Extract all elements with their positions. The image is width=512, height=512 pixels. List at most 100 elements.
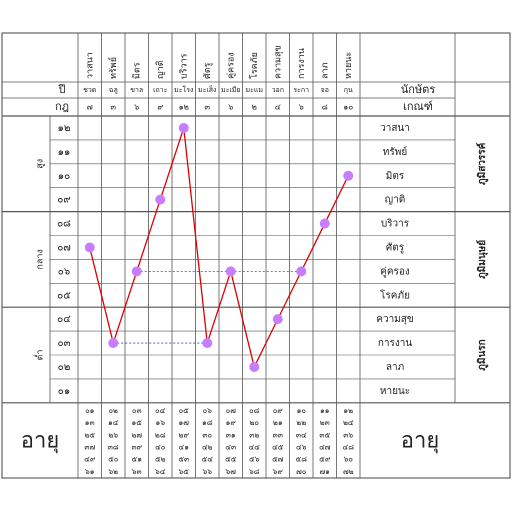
column-header-label: ลาภ (320, 62, 330, 79)
age-cell: ๑๘ (202, 418, 213, 427)
age-cell: ๓๙ (131, 443, 142, 452)
age-cell: ๒๓ (320, 418, 330, 427)
row-label-right: ญาติ (385, 195, 406, 206)
zone-right-label: ภูมิสวรรค์ (476, 142, 489, 185)
row-label-right: ศัตรู (386, 242, 405, 253)
y-level-label: ๐๑ (58, 386, 70, 397)
y-level-label: ๐๘ (57, 219, 71, 230)
age-cell: ๓๒ (249, 430, 259, 439)
age-cell: ๓๑ (226, 430, 236, 439)
age-cell: ๒๑ (273, 418, 283, 427)
zodiac-year-label: จอ (321, 86, 329, 94)
series-line (89, 127, 349, 369)
y-level-label: ๑๑ (58, 147, 71, 158)
age-cell: ๑๐ (297, 406, 307, 415)
age-cell: ๐๗ (226, 406, 237, 415)
age-cell: ๖๔ (155, 467, 166, 476)
row-label-right: มิตร (386, 171, 405, 182)
y-level-label: ๐๓ (58, 338, 71, 349)
age-cell: ๖๓ (132, 467, 142, 476)
age-cell: ๗๐ (296, 467, 307, 476)
age-cell: ๐๔ (155, 406, 166, 415)
age-cell: ๕๔ (202, 455, 214, 464)
age-cell: ๑๖ (155, 418, 165, 427)
year-value-label: ๑๐ (343, 103, 353, 112)
row-label-right: ทรัพย์ (383, 146, 407, 158)
age-cell: ๐๙ (273, 406, 284, 415)
data-point (108, 338, 119, 349)
age-cell: ๕๑ (132, 455, 143, 464)
data-point (202, 338, 213, 349)
age-cell: ๔๔ (249, 443, 261, 452)
age-cell: ๔๗ (319, 443, 331, 452)
age-cell: ๐๓ (132, 406, 142, 415)
age-cell: ๕๘ (296, 455, 308, 464)
age-cell: ๒๗ (131, 430, 142, 439)
age-cell: ๔๕ (272, 443, 284, 452)
age-cell: ๖๗ (226, 467, 237, 476)
data-point (249, 361, 260, 372)
year-value-label: ๔ (275, 103, 281, 112)
row-label-right: ความสุข (376, 314, 413, 325)
zodiac-year-label: เถาะ (153, 86, 168, 94)
header-right-label: เกณฑ์ (403, 100, 433, 113)
age-cell: ๒๘ (155, 430, 166, 439)
age-cell: ๖๒ (108, 467, 118, 476)
column-header-label: บริวาร (178, 53, 189, 79)
age-cell: ๔๓ (225, 443, 236, 452)
chart-frame (1, 32, 511, 479)
age-cell: ๓๐ (202, 430, 212, 439)
age-cell: ๐๑ (85, 406, 95, 415)
zone-right-label: ภูมิมนุษย์ (476, 240, 489, 279)
year-value-label: ๑๒ (179, 103, 189, 112)
age-cell: ๑๙ (226, 418, 237, 427)
age-cell: ๖๕ (179, 467, 190, 476)
column-header-label: ศัตรู (203, 62, 213, 79)
data-point (343, 170, 354, 181)
zone-left-label: กลาง (36, 249, 46, 269)
age-cell: ๔๘ (343, 443, 355, 452)
age-cell: ๖๑ (85, 467, 95, 476)
row-label-right: โรคภัย (380, 288, 410, 301)
year-value-label: ๖ (299, 103, 304, 112)
age-cell: ๓๘ (108, 443, 119, 452)
year-value-label: ๙ (157, 103, 163, 112)
row-label-right: หายนะ (380, 386, 410, 397)
age-cell: ๕๐ (108, 455, 119, 464)
age-cell: ๐๒ (108, 406, 118, 415)
y-level-label: ๐๔ (57, 314, 71, 325)
age-cell: ๗๑ (320, 467, 331, 476)
data-point (178, 122, 189, 133)
age-label-right: อายุ (401, 428, 439, 453)
zodiac-year-label: ขาล (130, 86, 143, 94)
zodiac-year-label: มะแม (246, 86, 264, 94)
age-cell: ๓๔ (296, 430, 307, 439)
zodiac-year-label: มะโรง (174, 85, 193, 94)
column-header-label: มิตร (131, 62, 142, 79)
y-level-label: ๐๕ (57, 290, 71, 301)
age-cell: ๓๓ (273, 430, 283, 439)
age-cell: ๑๓ (85, 418, 95, 427)
data-point (272, 314, 283, 325)
age-cell: ๕๙ (319, 455, 331, 464)
column-header-label: ทรัพย์ (107, 57, 119, 79)
data-point (225, 266, 236, 277)
y-level-label: ๑๐ (58, 171, 70, 182)
zone-left-label: ต่ำ (33, 350, 46, 361)
age-label-left: อายุ (21, 428, 59, 453)
age-cell: ๖๘ (249, 467, 260, 476)
age-cell: ๐๕ (179, 406, 190, 415)
column-header-label: ความสุข (273, 45, 283, 79)
zodiac-year-label: มะเส็ง (198, 85, 216, 94)
row-label-right: การงาน (378, 338, 413, 349)
age-cell: ๑๗ (179, 418, 190, 427)
column-header-label: ญาติ (155, 60, 166, 79)
age-cell: ๓๗ (84, 443, 95, 452)
age-cell: ๔๖ (296, 443, 307, 452)
y-level-label: ๐๖ (58, 266, 70, 277)
age-cell: ๕๗ (272, 455, 284, 464)
data-point (155, 194, 166, 205)
age-cell: ๔๐ (155, 443, 166, 452)
